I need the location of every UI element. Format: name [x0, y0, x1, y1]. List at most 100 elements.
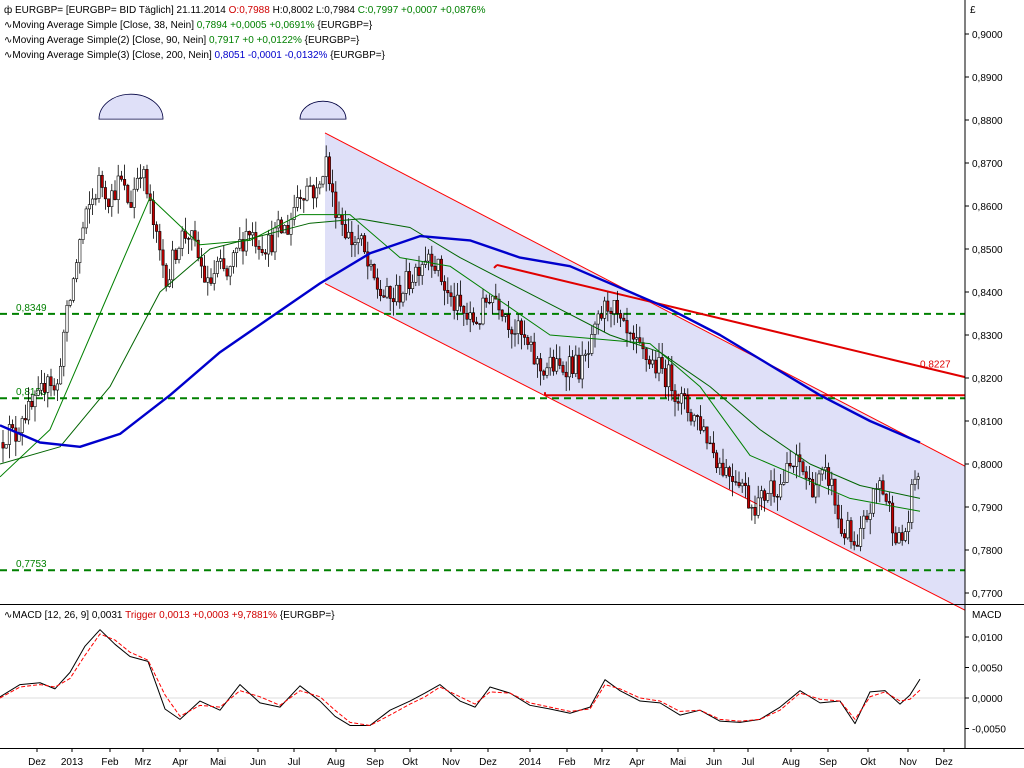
- candle-body: [865, 515, 869, 520]
- macd-tick-label: -0,0050: [972, 725, 1006, 736]
- candle-body: [423, 260, 427, 265]
- candle-body: [561, 365, 565, 373]
- candle-body: [20, 418, 24, 433]
- candle-body: [836, 504, 840, 520]
- candle-body: [139, 177, 143, 179]
- candle-body: [43, 383, 47, 393]
- candle-body: [439, 258, 443, 282]
- candle-body: [279, 219, 283, 234]
- candle-body: [647, 359, 651, 365]
- top-arc-0: [98, 93, 164, 120]
- candle-body: [814, 484, 818, 498]
- candle-body: [359, 235, 363, 240]
- line-icon: ∿: [4, 50, 13, 61]
- candle-body: [235, 247, 239, 254]
- time-tick-label: Aug: [327, 757, 345, 768]
- candle-body: [247, 230, 251, 236]
- candle-body: [859, 528, 863, 547]
- price-tick-label: 0,9000: [972, 30, 1003, 41]
- candle-body: [577, 354, 581, 380]
- candle-body: [327, 156, 331, 185]
- candle-body: [689, 412, 693, 422]
- candle-body: [644, 348, 648, 360]
- candle-body: [843, 533, 847, 539]
- candle-body: [775, 496, 779, 498]
- candle-body: [491, 295, 495, 304]
- candle-body: [455, 294, 459, 311]
- candle-body: [215, 260, 219, 274]
- candle-body: [225, 268, 229, 277]
- candle-body: [894, 532, 898, 544]
- candle-body: [158, 231, 162, 251]
- legend-line-ohlc: ф EURGBP= [EURGBP= BID Täglich] 21.11.20…: [4, 3, 486, 18]
- candle-body: [510, 329, 514, 335]
- candle-body: [583, 353, 587, 356]
- time-tick-label: 2014: [519, 757, 542, 768]
- top-arc-1: [299, 100, 347, 120]
- macd-tick-label: 0,0000: [972, 694, 1003, 705]
- currency-label: £: [970, 5, 976, 16]
- macd-label: MACD [12, 26, 9] 0,0031: [12, 610, 123, 621]
- candle-body: [110, 190, 114, 207]
- candle-body: [743, 482, 747, 486]
- candle-body: [555, 358, 559, 372]
- candle-body: [500, 309, 504, 317]
- candle-body: [891, 502, 895, 534]
- candle-body: [260, 249, 264, 254]
- candle-body: [871, 488, 875, 514]
- candle-body: [68, 300, 72, 306]
- candle-body: [462, 305, 466, 314]
- time-tick-label: Mrz: [594, 757, 611, 768]
- candle-body: [542, 370, 546, 376]
- candle-body: [369, 264, 373, 267]
- candle-body: [385, 286, 389, 298]
- candle-body: [251, 232, 255, 236]
- line-icon: ∿: [4, 35, 13, 46]
- candle-body: [913, 478, 917, 485]
- price-tick-label: 0,8600: [972, 202, 1003, 213]
- legend-line-sma200: ∿Moving Average Simple(3) [Close, 200, N…: [4, 48, 486, 63]
- candle-body: [727, 467, 731, 477]
- candle-body: [481, 297, 485, 325]
- candle-body: [459, 294, 463, 307]
- candle-body: [651, 359, 655, 365]
- candle-body: [87, 204, 91, 210]
- candle-body: [180, 230, 184, 249]
- time-tick-label: Apr: [629, 757, 645, 768]
- candle-body: [11, 424, 15, 429]
- time-tick-label: Feb: [558, 757, 576, 768]
- candle-body: [628, 332, 632, 335]
- candle-body: [203, 265, 207, 283]
- candle-body: [654, 359, 658, 374]
- candle-body: [132, 188, 136, 208]
- candle-body: [305, 185, 309, 201]
- line-icon: ∿: [4, 610, 13, 621]
- candle-body: [724, 467, 728, 476]
- candle-body: [625, 320, 629, 334]
- candle-body: [529, 341, 533, 345]
- candle-body: [612, 300, 616, 314]
- candle-body: [391, 298, 395, 303]
- candle-body: [862, 515, 866, 529]
- time-tick-label: Okt: [860, 757, 876, 768]
- candle-body: [526, 337, 530, 345]
- candle-body: [340, 214, 344, 225]
- candle-body: [1, 442, 5, 449]
- candle-body: [299, 197, 303, 199]
- candle-body: [315, 187, 319, 199]
- candle-body: [59, 365, 63, 385]
- candle-body: [737, 482, 741, 487]
- candle-body: [142, 169, 146, 179]
- candle-body: [238, 239, 242, 249]
- candle-body: [286, 225, 290, 235]
- time-tick-label: Dez: [28, 757, 46, 768]
- candle-body: [590, 334, 594, 354]
- candle-body: [123, 179, 127, 186]
- sma200-suffix: {EURGBP=}: [330, 50, 385, 61]
- candle-body: [465, 312, 469, 320]
- candle-body: [126, 184, 130, 203]
- candle-body: [801, 461, 805, 473]
- candle-body: [270, 234, 274, 253]
- candle-body: [337, 214, 341, 218]
